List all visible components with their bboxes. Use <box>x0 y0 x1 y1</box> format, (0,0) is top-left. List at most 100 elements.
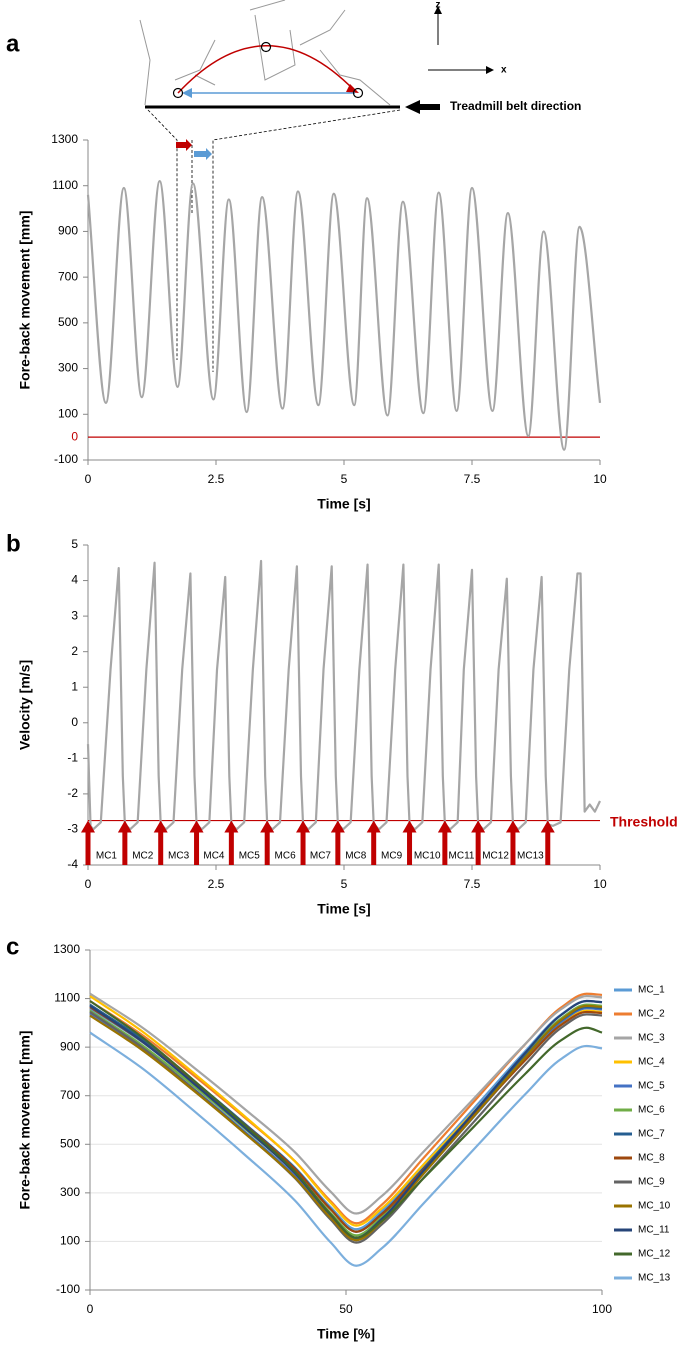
legend-label: MC_6 <box>638 1105 665 1116</box>
annotation: x <box>501 65 507 76</box>
stance-arrowhead <box>182 88 192 98</box>
y-axis-title: Fore-back movement [mm] <box>17 1031 33 1210</box>
y-tick-label: 3 <box>71 608 78 622</box>
panel-label: c <box>6 933 19 960</box>
y-tick-label: -100 <box>56 1282 80 1296</box>
legend-label: MC_13 <box>638 1273 671 1284</box>
panel-label: a <box>6 30 20 57</box>
legend-label: MC_3 <box>638 1033 665 1044</box>
legend-label: MC_2 <box>638 1009 665 1020</box>
y-tick-label: 300 <box>58 361 78 375</box>
x-tick-label: 0 <box>87 1302 94 1316</box>
event-label: MC6 <box>275 851 297 862</box>
threshold-label: Threshold <box>610 813 678 829</box>
event-label: MC4 <box>203 851 225 862</box>
sketch <box>139 0 391 106</box>
event-label: MC3 <box>168 851 190 862</box>
x-axis-title: Time [s] <box>317 496 370 512</box>
x-tick-label: 7.5 <box>464 877 481 891</box>
y-tick-label: 100 <box>60 1234 80 1248</box>
y-axis-title: Velocity [m/s] <box>17 660 33 750</box>
event-arrow <box>117 820 132 865</box>
series-line <box>89 1003 603 1233</box>
setup-diagram <box>139 0 494 372</box>
event-label: MC7 <box>310 851 332 862</box>
x-tick-label: 0 <box>85 472 92 486</box>
event-arrow <box>437 820 452 865</box>
marker <box>172 87 184 99</box>
x-tick-label: 2.5 <box>208 877 225 891</box>
axis-arrowheads <box>434 6 494 74</box>
legend-label: MC_10 <box>638 1201 671 1212</box>
event-label: MC1 <box>96 851 118 862</box>
y-tick-label: -2 <box>67 786 78 800</box>
event-arrow <box>366 820 381 865</box>
annotation: z <box>436 0 441 11</box>
legend-label: MC_9 <box>638 1177 665 1188</box>
y-tick-label: 500 <box>58 315 78 329</box>
y-axis-title: Fore-back movement [mm] <box>17 211 33 390</box>
event-arrow <box>296 820 311 865</box>
legend-label: MC_8 <box>638 1153 665 1164</box>
event-arrow <box>402 820 417 865</box>
event-arrow <box>224 820 239 865</box>
y-tick-label: 1300 <box>53 942 80 956</box>
dashed-guide <box>147 109 401 372</box>
y-tick-label: 900 <box>58 224 78 238</box>
legend-label: MC_11 <box>638 1225 670 1236</box>
legend-label: MC_1 <box>638 985 665 996</box>
y-tick-label: 300 <box>60 1185 80 1199</box>
series-line <box>89 1003 603 1237</box>
series-line <box>89 1006 603 1233</box>
series-line <box>89 999 603 1239</box>
panel-label: b <box>6 530 21 557</box>
event-label: MC9 <box>381 851 403 862</box>
y-tick-label: 500 <box>60 1136 80 1150</box>
x-tick-label: 5 <box>341 877 348 891</box>
y-tick-label: -3 <box>67 822 78 836</box>
event-arrow <box>260 820 275 865</box>
belt-arrow <box>405 100 440 114</box>
series-line <box>86 180 602 451</box>
swing-phase-arrow <box>176 139 192 151</box>
x-tick-label: 10 <box>593 472 607 486</box>
stance-phase-arrow <box>194 148 212 160</box>
x-tick-label: 5 <box>341 472 348 486</box>
event-label: MC12 <box>482 851 509 862</box>
swing-arrowhead <box>346 84 359 93</box>
legend-label: MC_12 <box>638 1249 671 1260</box>
y-tick-label: 4 <box>71 573 78 587</box>
event-label: MC2 <box>132 851 154 862</box>
y-tick-label: -1 <box>67 751 78 765</box>
series-line <box>89 999 603 1231</box>
event-arrow <box>505 820 520 865</box>
y-tick-label: 700 <box>58 269 78 283</box>
y-tick-label: 900 <box>60 1039 80 1053</box>
legend-label: MC_5 <box>638 1081 665 1092</box>
event-label: MC5 <box>239 851 261 862</box>
series-line <box>89 1004 603 1242</box>
series-line <box>89 995 603 1227</box>
y-tick-label: 5 <box>71 537 78 551</box>
y-tick-label: 2 <box>71 644 78 658</box>
reference-label: 0 <box>71 429 78 443</box>
x-tick-label: 10 <box>593 877 607 891</box>
event-arrow <box>189 820 204 865</box>
y-tick-label: 1100 <box>52 178 78 192</box>
x-tick-label: 100 <box>592 1302 612 1316</box>
x-tick-label: 50 <box>339 1302 353 1316</box>
marker <box>260 41 272 53</box>
series-line <box>86 559 601 831</box>
y-tick-label: -100 <box>54 452 78 466</box>
series-line <box>89 992 603 1215</box>
event-arrow <box>471 820 486 865</box>
annotation: Treadmill belt direction <box>450 99 581 113</box>
y-tick-label: 100 <box>58 406 78 420</box>
series-line <box>89 1031 603 1267</box>
y-tick-label: -4 <box>67 857 78 871</box>
y-tick-label: 0 <box>71 715 78 729</box>
event-arrow <box>330 820 345 865</box>
event-label: MC8 <box>345 851 367 862</box>
